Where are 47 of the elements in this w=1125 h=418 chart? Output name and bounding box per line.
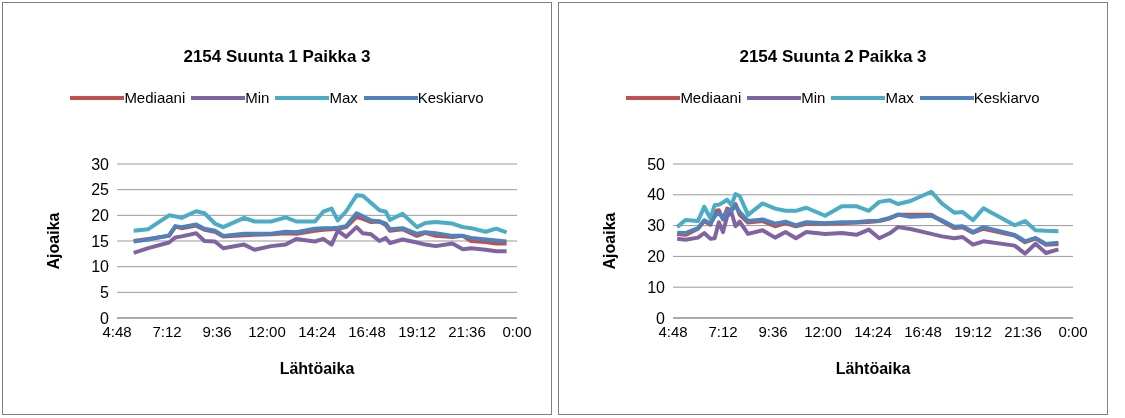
x-tick-label: 14:24 — [854, 322, 892, 340]
x-tick-label: 9:36 — [202, 322, 232, 340]
x-tick-label: 0:00 — [502, 322, 532, 340]
y-tick-label: 0 — [656, 309, 666, 327]
x-tick-label: 9:36 — [758, 322, 788, 340]
y-tick-label: 30 — [91, 155, 110, 173]
y-tick-label: 40 — [647, 186, 666, 204]
legend-label: Max — [885, 89, 914, 106]
y-tick-label: 10 — [91, 258, 110, 276]
y-axis-title: Ajoaika — [44, 212, 62, 270]
x-tick-label: 0:00 — [1058, 322, 1088, 340]
chart-title: 2154 Suunta 1 Paikka 3 — [182, 47, 372, 67]
y-tick-label: 50 — [647, 155, 666, 173]
y-tick-label: 20 — [647, 248, 666, 266]
legend-label: Min — [801, 89, 826, 106]
x-axis-title: Lähtöaika — [279, 360, 355, 377]
line-series — [131, 193, 509, 235]
legend-label: Keskiarvo — [417, 89, 484, 106]
x-tick-label: 19:12 — [398, 322, 436, 340]
x-tick-label: 7:12 — [708, 322, 738, 340]
y-tick-label: 5 — [100, 284, 110, 302]
x-tick-label: 12:00 — [804, 322, 842, 340]
x-tick-label: 14:24 — [298, 322, 336, 340]
y-tick-label: 20 — [91, 207, 110, 225]
line-series — [675, 210, 1061, 256]
y-tick-label: 10 — [647, 278, 666, 296]
legend-label: Mediaani — [680, 89, 742, 106]
x-tick-label: 16:48 — [904, 322, 942, 340]
x-tick-label: 19:12 — [954, 322, 992, 340]
legend-label: Max — [329, 89, 358, 106]
x-tick-label: 21:36 — [1004, 322, 1042, 340]
x-tick-label: 16:48 — [348, 322, 386, 340]
y-tick-label: 25 — [91, 181, 110, 199]
x-tick-label: 12:00 — [248, 322, 286, 340]
legend-label: Keskiarvo — [973, 89, 1040, 106]
legend-label: Mediaani — [124, 89, 186, 106]
x-tick-label: 21:36 — [448, 322, 486, 340]
y-tick-label: 15 — [91, 232, 110, 250]
y-axis-title: Ajoaika — [600, 212, 618, 270]
legend-label: Min — [245, 89, 270, 106]
line-series — [131, 225, 509, 255]
y-tick-label: 30 — [647, 217, 666, 235]
x-tick-label: 7:12 — [152, 322, 182, 340]
line-series — [675, 189, 1061, 234]
chart-title: 2154 Suunta 2 Paikka 3 — [738, 47, 928, 67]
y-tick-label: 0 — [100, 309, 110, 327]
x-axis-title: Lähtöaika — [835, 360, 911, 377]
